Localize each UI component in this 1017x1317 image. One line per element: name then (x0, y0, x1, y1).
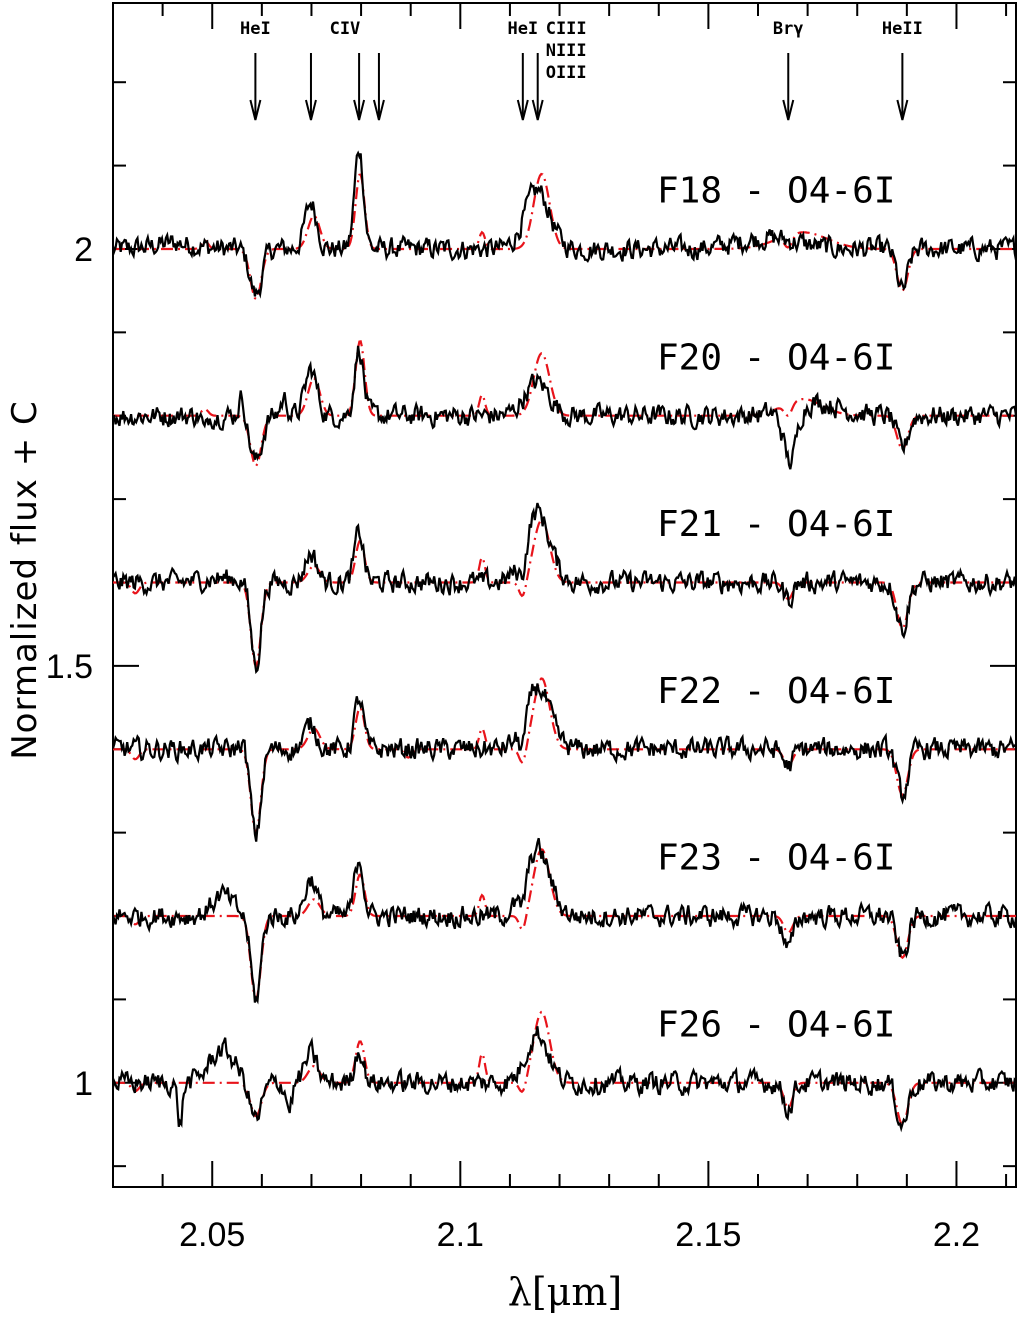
plot-frame (112, 2, 1017, 1188)
line-marker-label: HeI (507, 19, 538, 39)
spectrum-label: F20 - O4-6I (657, 337, 895, 378)
axis-tick-labels: 2.05 2.1 2.15 2.2 1 1.5 2 (46, 231, 980, 1254)
observed-spectrum-line (112, 502, 1017, 675)
line-marker-label: Brγ (773, 19, 804, 39)
model-spectrum-line (113, 677, 1016, 835)
line-marker-label: NIII (546, 41, 587, 61)
arrow-icon (782, 53, 795, 121)
observed-spectrum-line (111, 150, 1017, 299)
line-marker-label: CIV (330, 19, 361, 39)
spectrum-label: F21 - O4-6I (657, 504, 895, 545)
arrow-icon (896, 53, 909, 121)
line-marker-label: HeI (240, 19, 271, 39)
x-tick-label: 2.15 (675, 1216, 741, 1254)
model-spectrum-line (113, 848, 1016, 1002)
y-tick-label: 1 (74, 1065, 93, 1103)
spectrum-labels: F18 - O4-6I F20 - O4-6I F21 - O4-6I F22 - O… (657, 171, 895, 1046)
arrow-icon (531, 53, 544, 121)
y-tick-label: 1.5 (46, 648, 93, 686)
line-marker-label: HeII (882, 19, 923, 39)
spectra-series (111, 150, 1017, 1133)
axis-ticks (112, 3, 1016, 1187)
spectrum-1 (111, 150, 1017, 301)
spectrum-label: F26 - O4-6I (657, 1004, 895, 1045)
x-tick-label: 2.1 (437, 1216, 484, 1254)
x-axis-title: λ[μm] (508, 1270, 622, 1314)
spectrum-label: F18 - O4-6I (657, 171, 895, 212)
observed-spectrum-line (111, 837, 1017, 1005)
observed-spectrum-line (111, 1026, 1017, 1133)
arrow-icon (372, 53, 385, 121)
spectrum-label: F22 - O4-6I (657, 671, 895, 712)
observed-spectrum-line (111, 683, 1017, 842)
arrow-icon (249, 53, 262, 121)
arrow-icon (353, 53, 366, 121)
x-tick-label: 2.05 (179, 1216, 245, 1254)
spectrum-4 (111, 677, 1017, 842)
spectrum-3 (112, 502, 1017, 675)
observed-spectrum-line (112, 345, 1017, 470)
y-tick-label: 2 (74, 231, 93, 269)
spectrum-5 (111, 837, 1017, 1005)
arrow-icon (304, 53, 317, 121)
y-axis-title: Normalized flux + C (5, 400, 45, 760)
spectrum-2 (112, 340, 1017, 470)
line-marker-label: CIII (546, 19, 587, 39)
spectrum-label: F23 - O4-6I (657, 838, 895, 879)
arrow-icon (516, 53, 529, 121)
line-marker-label: OIII (546, 63, 587, 83)
x-tick-label: 2.2 (933, 1216, 980, 1254)
spectrum-6 (111, 1010, 1017, 1133)
